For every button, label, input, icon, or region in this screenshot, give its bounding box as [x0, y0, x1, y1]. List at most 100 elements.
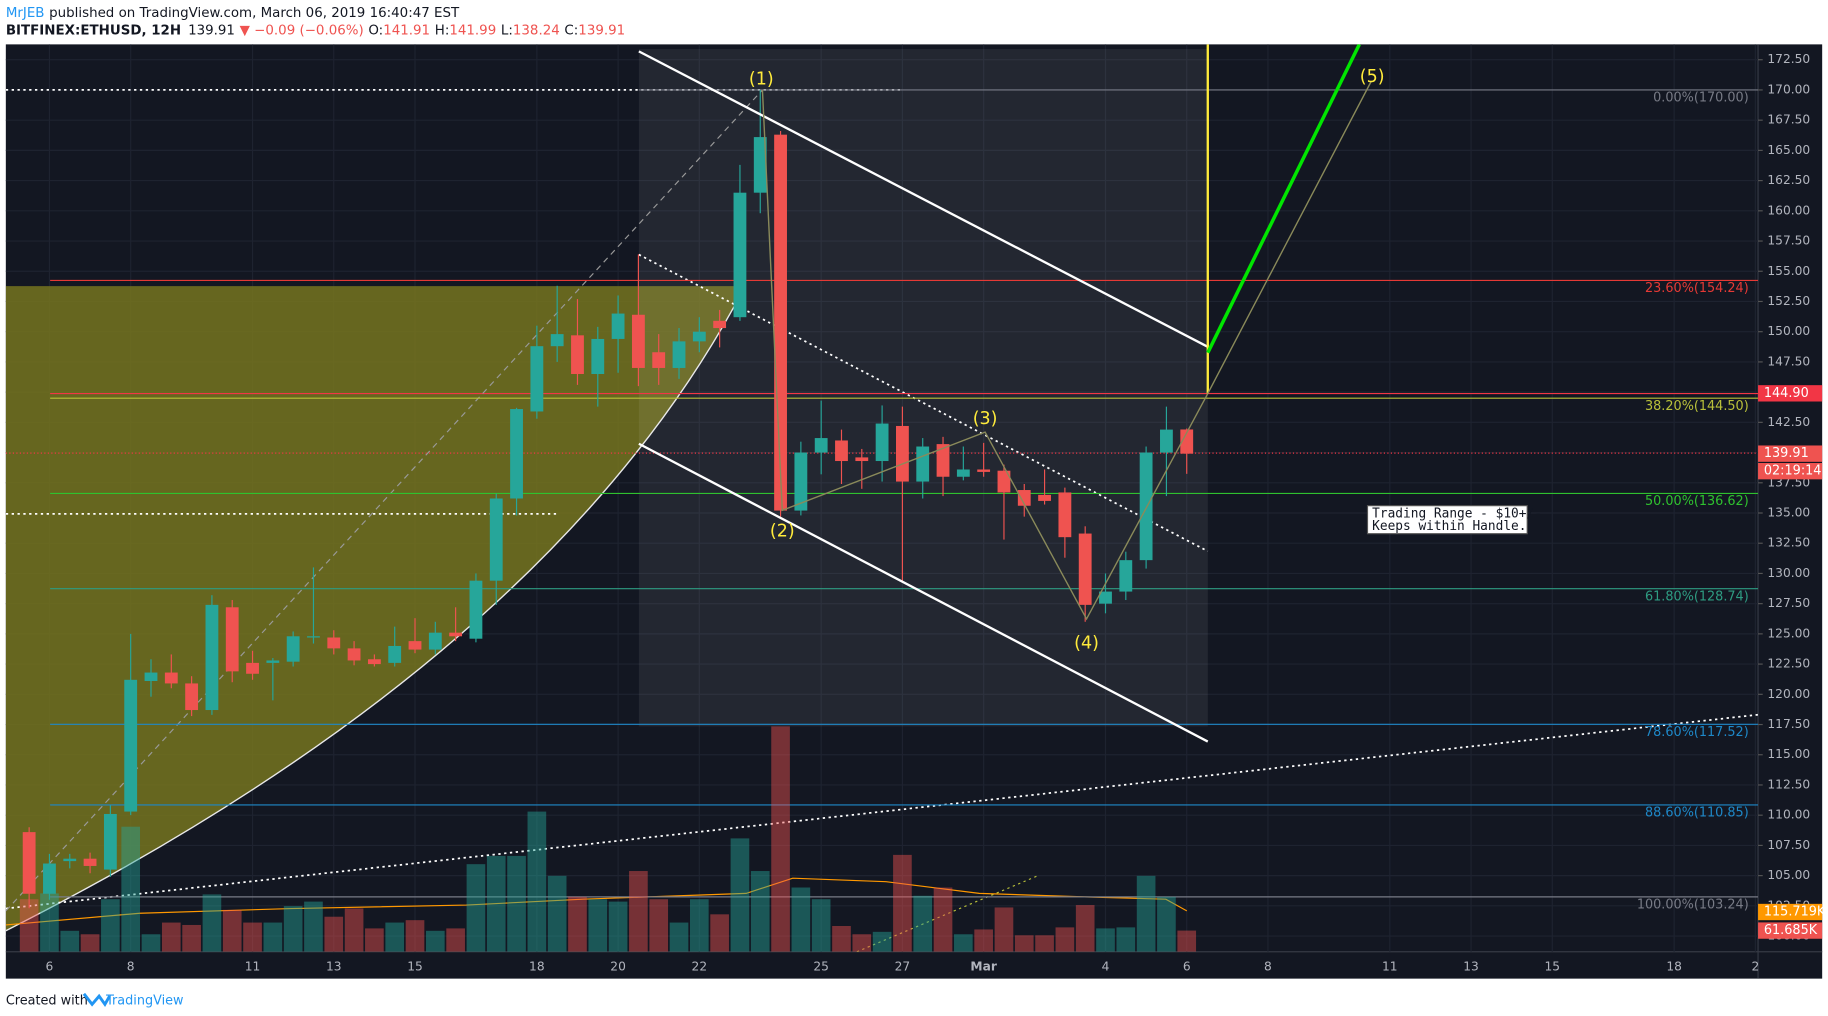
footer-brand[interactable]: TradingView: [105, 993, 183, 1008]
volume-bar: [974, 929, 993, 952]
candle-body: [692, 331, 706, 342]
x-tick-label: 25: [813, 959, 829, 973]
volume-bar: [608, 901, 628, 952]
volume-bar: [161, 922, 181, 952]
volume-bar: [40, 893, 59, 952]
y-tick-label: 105.00: [1767, 868, 1810, 882]
wave-path: [761, 89, 1209, 621]
volume-bar: [425, 930, 445, 952]
candle-body: [185, 683, 199, 711]
y-tick-label: 110.00: [1767, 808, 1810, 822]
candle-body: [428, 632, 442, 650]
channel-bottom: [638, 442, 1209, 743]
volume-bar: [933, 887, 953, 952]
volume-bar: [202, 894, 222, 952]
volume-bar: [872, 931, 892, 952]
volume-bar: [1096, 928, 1115, 952]
cup-curve: [5, 305, 736, 932]
volume-bar: [568, 896, 587, 952]
candle-body: [1139, 452, 1153, 561]
candle-body: [205, 604, 219, 711]
price-tag: 144.90: [1764, 386, 1809, 401]
volume-bar: [283, 906, 303, 952]
change: ▼ −0.09 (−0.06%): [240, 23, 364, 38]
volume-bar: [385, 922, 405, 952]
volume-bar: [710, 914, 729, 952]
last-price-tag-bg: [1758, 445, 1823, 462]
y-tick-label: 160.00: [1767, 203, 1810, 217]
candle-body: [855, 457, 869, 462]
countdown-tag: 02:19:14: [1764, 464, 1822, 479]
y-tick-label: 112.50: [1767, 777, 1810, 791]
last-price: 139.91: [188, 23, 235, 38]
volume-bar: [1177, 930, 1197, 952]
candle-body: [164, 672, 178, 684]
y-tick-label: 117.50: [1767, 717, 1810, 731]
y-tick-label: 135.00: [1767, 505, 1810, 519]
x-tick-label: 18: [1666, 959, 1682, 973]
fib-label: 78.60%(117.52): [1645, 725, 1749, 740]
x-tick-label: Mar: [970, 959, 996, 973]
ohlc-key: L:: [501, 23, 513, 38]
candle-body: [672, 341, 686, 368]
y-tick-label: 170.00: [1767, 82, 1810, 96]
wave-label: (3): [973, 409, 998, 429]
published: published on TradingView.com, March 06, …: [49, 6, 460, 21]
ohlc-value: 138.24: [513, 23, 560, 38]
candle-body: [246, 662, 259, 674]
y-tick-label: 157.50: [1767, 234, 1810, 248]
fib-label: 100.00%(103.24): [1637, 898, 1749, 913]
y-tick-label: 172.50: [1767, 52, 1810, 66]
candle-body: [43, 863, 56, 894]
fib-label: 0.00%(170.00): [1653, 91, 1749, 106]
candle-body: [936, 444, 950, 477]
y-tick-label: 167.50: [1767, 113, 1810, 127]
price-tag-bg: [1758, 385, 1823, 402]
volume-bar: [1035, 935, 1054, 952]
candle-body: [875, 423, 889, 462]
x-tick-label: 27: [895, 959, 911, 973]
candle-body: [510, 409, 523, 499]
fib-label: 38.20%(144.50): [1645, 399, 1749, 414]
volume-bar: [730, 838, 750, 952]
volume-bar: [527, 811, 547, 952]
candle-body: [814, 438, 828, 453]
volume-bar: [1116, 927, 1136, 952]
candle-body: [347, 648, 361, 661]
volume-bar: [791, 887, 811, 952]
candle-body: [611, 313, 625, 339]
y-tick-label: 130.00: [1767, 566, 1810, 580]
volume-bar: [913, 895, 933, 952]
ohlc-value: 139.91: [578, 23, 625, 38]
candle-body: [794, 452, 808, 511]
candle-body: [83, 858, 97, 866]
author[interactable]: MrJEB: [6, 6, 45, 21]
volume-tag-bg: [1758, 903, 1823, 921]
volume-bar: [324, 916, 344, 952]
x-tick-label: 6: [1183, 959, 1191, 973]
wave-label: (1): [749, 69, 774, 89]
candle-body: [22, 832, 36, 894]
candle-body: [489, 498, 503, 581]
volume-bar: [466, 864, 486, 952]
y-tick-label: 120.00: [1767, 687, 1810, 701]
volume-bar: [832, 926, 851, 952]
dashed-line: [5, 89, 763, 912]
y-tick-label: 125.00: [1767, 626, 1810, 640]
volume-bar: [19, 899, 39, 952]
candle-body: [286, 636, 300, 662]
volume-bar: [243, 922, 262, 952]
candle-body: [591, 338, 605, 374]
x-tick-label: 8: [127, 959, 135, 973]
y-tick-label: 147.50: [1767, 354, 1810, 368]
volume-bar: [1157, 896, 1176, 952]
candle-body: [1058, 492, 1072, 538]
ohlc-value: 141.99: [449, 23, 496, 38]
candle-body: [713, 320, 727, 329]
y-tick-label: 165.00: [1767, 143, 1810, 157]
candle-body: [895, 425, 909, 482]
y-tick-label: 162.50: [1767, 173, 1810, 187]
candle-body: [1078, 533, 1092, 605]
x-tick-label: 13: [326, 959, 342, 973]
